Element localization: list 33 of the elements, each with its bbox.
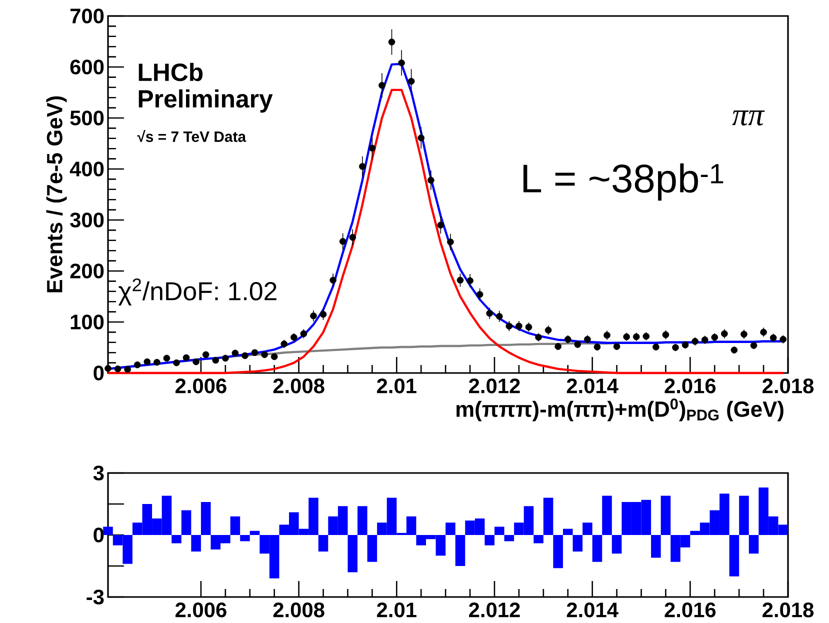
annotation: L = ~38pb$^{-1}$ [523, 163, 724, 201]
x-tick-label: 2.014 [566, 378, 618, 394]
y-tick-label: 500 [70, 110, 104, 126]
x-tick-label: 2.018 [762, 378, 814, 394]
y-axis-title: Events / (7e-5 GeV) [46, 96, 67, 292]
x-tick-label: 2.018 [762, 602, 814, 618]
y-tick-label: 0 [94, 528, 104, 542]
x-tick-label: 2.006 [175, 602, 226, 618]
x-tick-label: 2.006 [175, 378, 226, 394]
x-tick-label: 2.01 [376, 378, 416, 394]
x-tick-label: 2.016 [664, 378, 716, 394]
y-tick-label: 600 [70, 60, 104, 74]
y-tick-label: 700 [70, 8, 104, 24]
y-tick-label: 3 [93, 466, 104, 480]
y-tick-label: 200 [70, 264, 104, 278]
x-tick-label: 2.008 [273, 602, 324, 618]
x-tick-label: 2.012 [469, 378, 520, 394]
x-tick-label: 2.012 [469, 602, 520, 618]
x-tick-label: 2.016 [664, 602, 716, 618]
annotation: √s = 7 TeV Data [137, 130, 246, 142]
annotation: χ$^{2}$/nDoF: 1.02 [118, 278, 276, 306]
annotation: LHCb [138, 62, 203, 82]
y-tick-label: 0 [94, 366, 104, 380]
x-tick-label: 2.01 [376, 602, 416, 618]
y-tick-label: 400 [70, 162, 104, 176]
y-tick-label: 100 [70, 314, 104, 330]
y-tick-label: 300 [70, 212, 104, 228]
x-axis-title: m(πππ)-m(ππ)+m(D$^{0}$)$_{PDG}$ (GeV) [456, 398, 784, 422]
x-tick-label: 2.014 [566, 602, 618, 618]
x-tick-label: 2.008 [273, 378, 324, 394]
annotation: ππ [732, 110, 765, 126]
annotation: Preliminary [138, 89, 273, 113]
y-tick-label: -3 [86, 590, 104, 604]
